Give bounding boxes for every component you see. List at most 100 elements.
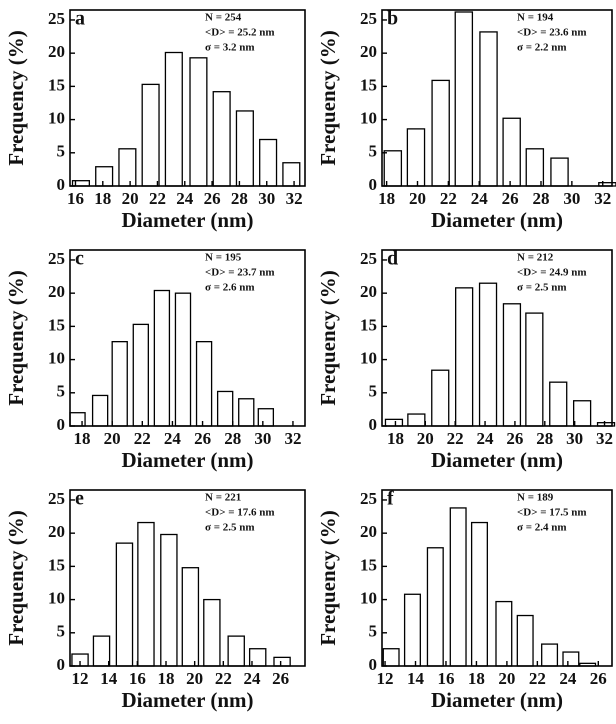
bar	[257, 408, 275, 427]
annotation: N = 221	[205, 492, 241, 504]
bar	[502, 117, 521, 187]
y-tick-label: 0	[369, 655, 378, 674]
annotation: <D> = 17.6 nm	[205, 507, 275, 519]
y-tick-label: 20	[48, 42, 65, 61]
x-tick-label: 26	[272, 669, 289, 688]
y-axis-title: Frequency (%)	[316, 30, 340, 166]
y-axis-title: Frequency (%)	[316, 510, 340, 646]
y-tick-label: 20	[360, 282, 377, 301]
y-tick-label: 5	[57, 622, 66, 641]
annotation: <D> = 24.9 nm	[517, 267, 587, 279]
bar	[426, 547, 444, 667]
bar	[137, 521, 155, 667]
x-tick-label: 32	[596, 429, 613, 448]
bar	[431, 79, 450, 187]
y-tick-label: 10	[48, 348, 65, 367]
panel-label: b	[387, 8, 398, 30]
y-axis-title: Frequency (%)	[4, 510, 28, 646]
x-tick-label: 18	[378, 189, 395, 208]
x-tick-label: 14	[407, 669, 425, 688]
bar	[259, 138, 278, 187]
bar	[502, 303, 522, 427]
bar	[407, 413, 426, 427]
bar	[562, 651, 580, 667]
x-tick-label: 24	[176, 189, 194, 208]
bar	[92, 635, 111, 667]
panel: 0 5 10 15 20 25 12 14 16 18 20 22 24 26 Diameter (nm) F…	[4, 488, 306, 712]
y-tick-label: 10	[48, 108, 65, 127]
y-tick-label: 0	[57, 655, 66, 674]
x-tick-label: 16	[437, 669, 454, 688]
x-tick-label: 28	[231, 189, 248, 208]
annotation: σ = 2.5 nm	[517, 282, 567, 294]
y-tick-label: 15	[360, 315, 377, 334]
y-tick-label: 0	[57, 175, 66, 194]
y-tick-label: 25	[48, 9, 65, 28]
x-tick-label: 26	[502, 189, 519, 208]
bar	[153, 289, 171, 427]
y-tick-label: 0	[57, 415, 66, 434]
x-tick-label: 20	[122, 189, 139, 208]
bar	[406, 128, 426, 187]
x-tick-label: 24	[477, 429, 495, 448]
bar	[118, 148, 137, 187]
bar	[431, 369, 450, 427]
bar	[203, 598, 221, 667]
annotation: σ = 2.4 nm	[517, 522, 567, 534]
y-tick-label: 25	[360, 9, 377, 28]
y-tick-label: 15	[360, 555, 377, 574]
y-tick-label: 5	[369, 382, 378, 401]
annotation: N = 254	[205, 12, 242, 24]
annotation: <D> = 25.2 nm	[205, 27, 275, 39]
panel: 0 5 10 15 20 25 18 20 22 24 26 28 30 32 Diameter (nm) F…	[4, 248, 306, 472]
y-tick-label: 25	[360, 489, 377, 508]
x-tick-label: 28	[224, 429, 241, 448]
x-axis-title: Diameter (nm)	[431, 688, 563, 712]
annotation: N = 195	[205, 252, 242, 264]
annotation: N = 194	[517, 12, 554, 24]
x-tick-label: 30	[258, 189, 275, 208]
x-tick-label: 12	[72, 669, 89, 688]
annotation: σ = 2.2 nm	[517, 42, 567, 54]
bar	[115, 542, 134, 667]
x-tick-label: 22	[215, 669, 232, 688]
panel: 0 5 10 15 20 25 18 20 22 24 26 28 30 32 Diameter (nm) F…	[316, 8, 616, 232]
x-axis-title: Diameter (nm)	[431, 448, 563, 472]
bar	[516, 614, 534, 667]
y-tick-label: 10	[360, 108, 377, 127]
bar	[227, 635, 245, 667]
panel-label: a	[75, 8, 85, 30]
bar	[525, 312, 544, 427]
bar	[541, 643, 559, 667]
x-tick-label: 22	[529, 669, 546, 688]
x-tick-label: 32	[286, 189, 303, 208]
bar	[383, 150, 403, 187]
y-tick-label: 5	[57, 142, 66, 161]
y-tick-label: 15	[360, 75, 377, 94]
bar	[69, 412, 86, 427]
y-tick-label: 0	[369, 415, 378, 434]
x-tick-label: 26	[506, 429, 523, 448]
bar	[454, 11, 474, 187]
x-tick-label: 26	[590, 669, 607, 688]
y-tick-label: 10	[360, 588, 377, 607]
x-axis-title: Diameter (nm)	[122, 688, 254, 712]
bar	[455, 287, 474, 427]
x-tick-label: 18	[94, 189, 111, 208]
panel-label: d	[387, 248, 398, 270]
plot-frame	[381, 9, 613, 187]
bar	[174, 292, 192, 427]
bar	[550, 157, 569, 187]
bar	[91, 394, 109, 427]
bar	[160, 533, 178, 667]
x-tick-label: 26	[194, 429, 211, 448]
y-axis-title: Frequency (%)	[4, 30, 28, 166]
x-tick-label: 14	[100, 669, 118, 688]
x-tick-label: 24	[559, 669, 577, 688]
x-tick-label: 22	[134, 429, 151, 448]
panel-label: c	[75, 248, 84, 270]
x-tick-label: 30	[563, 189, 580, 208]
panel: 0 5 10 15 20 25 12 14 16 18 20 22 24 26 Diameter (nm) F…	[316, 488, 613, 712]
x-tick-label: 20	[104, 429, 121, 448]
annotation: N = 189	[517, 492, 554, 504]
